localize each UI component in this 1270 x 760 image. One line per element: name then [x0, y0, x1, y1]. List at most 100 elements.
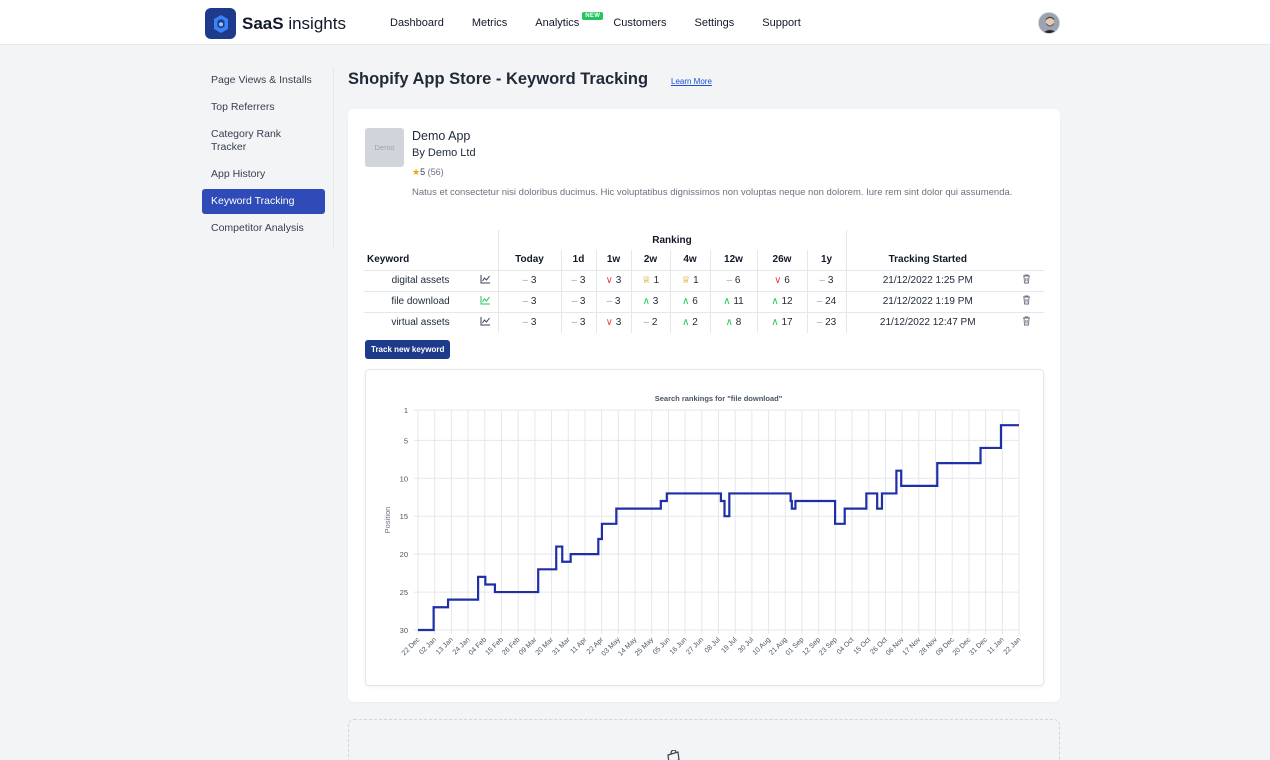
logo-text: SaaS insights [242, 13, 346, 33]
new-badge: NEW [582, 12, 604, 20]
ranking-value: 3 [530, 296, 537, 307]
column-header-period: 1d [560, 250, 596, 270]
chevron-up-icon: ∧ [682, 317, 690, 329]
ranking-value: 2 [651, 317, 658, 329]
sidebar-item-app-history[interactable]: App History [211, 168, 266, 180]
ranking-value: 3 [579, 317, 586, 329]
chevron-up-icon: ∧ [682, 296, 690, 307]
ranking-cell: ∧ 8 [709, 311, 757, 333]
ranking-value: 6 [734, 275, 741, 286]
chevron-up-icon: ∧ [725, 317, 733, 329]
star-icon: ★ [412, 167, 421, 177]
y-tick-label: 10 [400, 474, 408, 483]
dash-icon: – [522, 317, 529, 329]
app-thumbnail: Demo [365, 128, 404, 167]
track-new-keyword-button[interactable]: Track new keyword [365, 340, 451, 359]
rating-value: 5 [420, 167, 426, 177]
ranking-cell: – 3 [560, 311, 596, 333]
dash-icon: – [571, 317, 578, 329]
y-tick-label: 1 [404, 406, 408, 415]
ranking-value: 17 [781, 317, 793, 329]
table-row: digital assets – 3– 3 ∨ 3 ♕ 1 ♕ 1– 6 ∨ 6– 3 21… [364, 269, 1044, 291]
nav-settings[interactable]: Settings [694, 17, 735, 29]
column-header-period: 12w [709, 250, 757, 270]
sidebar-item-keyword-tracking[interactable]: Keyword Tracking [202, 189, 325, 214]
x-tick-label: 15 Oct [853, 636, 873, 656]
ranking-value: 3 [652, 296, 659, 307]
keyword-tracking-card: Demo Demo App By Demo Ltd ★5 (56) Natus … [348, 109, 1060, 702]
line-chart-icon[interactable] [474, 311, 498, 333]
chevron-up-icon: ∧ [723, 296, 731, 307]
nav-metrics[interactable]: Metrics [471, 17, 508, 29]
trash-icon[interactable] [1009, 269, 1044, 291]
y-tick-label: 5 [404, 436, 408, 445]
ranking-value: 8 [735, 317, 742, 329]
column-header-tracking-started: Tracking Started [888, 254, 967, 266]
x-tick-label: 04 Oct [836, 636, 856, 656]
ranking-value: 12 [781, 296, 793, 307]
chevron-down-icon: ∨ [605, 275, 613, 286]
column-header-period: 2w [630, 250, 670, 270]
tracking-started-date: 21/12/2022 1:19 PM [846, 290, 1009, 312]
x-tick-label: 19 Jul [720, 636, 738, 654]
sidebar-item-competitor-analysis[interactable]: Competitor Analysis [211, 222, 304, 234]
ranking-value: 24 [825, 296, 837, 307]
ranking-value: 3 [614, 296, 621, 307]
ranking-value: 6 [784, 275, 790, 286]
user-avatar[interactable] [1038, 12, 1060, 34]
sidebar-item-page-views[interactable]: Page Views & Installs [211, 74, 312, 86]
chevron-up-icon: ∧ [642, 296, 650, 307]
nav-support[interactable]: Support [762, 17, 801, 29]
keyword-table-body: digital assets – 3– 3 ∨ 3 ♕ 1 ♕ 1– 6 ∨ 6– 3 21… [364, 269, 1044, 333]
sidebar: Page Views & Installs Top Referrers Cate… [202, 68, 325, 243]
dash-icon: – [522, 275, 529, 286]
x-tick-label: 05 Jun [652, 636, 672, 656]
ranking-value: 3 [615, 317, 622, 329]
line-chart-icon[interactable] [474, 290, 498, 312]
tracking-started-date: 21/12/2022 1:25 PM [846, 269, 1009, 291]
column-header-period: Today [497, 250, 561, 270]
app-rating: ★5 (56) [412, 167, 444, 178]
y-tick-label: 15 [400, 512, 408, 521]
chevron-down-icon: ∨ [774, 275, 782, 286]
sidebar-item-category-rank[interactable]: Category Rank Tracker [211, 128, 282, 153]
column-header-period: 26w [756, 250, 807, 270]
ranking-value: 11 [733, 296, 744, 307]
trophy-icon: ♕ [641, 275, 651, 286]
x-tick-label: 13 Jan [435, 636, 455, 656]
nav-dashboard[interactable]: Dashboard [390, 17, 444, 29]
ranking-cell: ∧ 17 [756, 311, 807, 333]
app-developer: By Demo Ltd [412, 147, 476, 159]
x-tick-label: 16 Jun [669, 636, 689, 656]
app-logo[interactable]: SaaS insights [205, 8, 346, 39]
ranking-value: 1 [693, 275, 699, 286]
column-header-period: 4w [669, 250, 710, 270]
trash-icon[interactable] [1009, 311, 1044, 333]
y-tick-label: 30 [400, 626, 408, 635]
logo-icon [205, 8, 236, 39]
x-tick-label: 27 Jun [685, 636, 705, 656]
trophy-icon: ♕ [681, 275, 691, 286]
dash-icon: – [816, 296, 823, 307]
y-axis-label: Position [383, 507, 392, 534]
trash-icon[interactable] [1009, 290, 1044, 312]
table-row: file download – 3– 3– 3 ∧ 3 ∧ 6 ∧ 11 ∧ 12– 24… [364, 290, 1044, 312]
ranking-cell: – 23 [806, 311, 847, 333]
learn-more-link[interactable]: Learn More [671, 77, 712, 86]
ranking-value: 3 [530, 275, 537, 286]
ranking-cell: – 6 [709, 269, 757, 291]
sidebar-item-top-referrers[interactable]: Top Referrers [211, 101, 275, 113]
app-name: Demo App [412, 129, 471, 143]
chart-title: Search rankings for "file download" [655, 394, 783, 403]
ranking-value: 23 [825, 317, 837, 329]
ranking-value: 3 [530, 317, 537, 329]
dash-icon: – [643, 317, 650, 329]
x-tick-label: 31 Mar [551, 636, 572, 657]
nav-customers[interactable]: Customers [613, 17, 667, 29]
table-row: virtual assets – 3– 3 ∨ 3– 2 ∧ 2 ∧ 8 ∧ 17– 23… [364, 311, 1044, 333]
nav-analytics[interactable]: Analytics NEW [535, 12, 604, 29]
line-chart-icon[interactable] [474, 269, 498, 291]
keyword-name: file download [364, 290, 474, 312]
x-tick-label: 02 Jan [418, 636, 438, 656]
x-tick-label: 25 May [634, 636, 656, 658]
